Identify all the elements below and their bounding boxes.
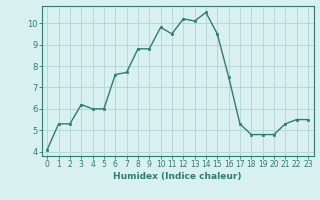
X-axis label: Humidex (Indice chaleur): Humidex (Indice chaleur) (113, 172, 242, 181)
